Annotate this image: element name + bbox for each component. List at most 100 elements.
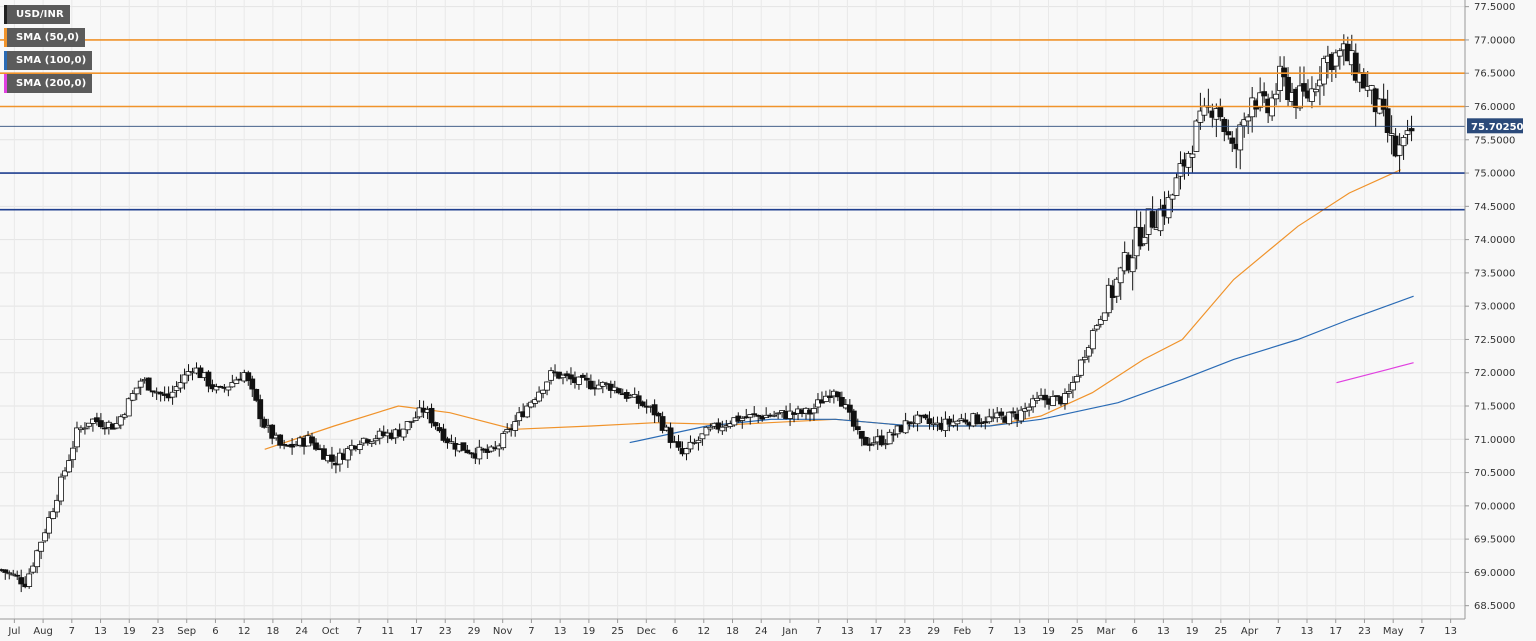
candle-body	[1336, 50, 1343, 57]
candle-body	[82, 427, 88, 430]
candle-body	[1245, 116, 1252, 122]
candle-body	[1217, 106, 1224, 118]
last-price-label: 75.70250	[1471, 122, 1524, 133]
candle-body	[560, 374, 566, 379]
x-tick-label: 6	[1131, 626, 1137, 637]
candle-body	[344, 448, 351, 461]
candle-body	[58, 476, 64, 502]
candle-body	[177, 382, 184, 389]
candle-body	[651, 404, 658, 416]
legend-item-sma100[interactable]: SMA (100,0)	[4, 51, 93, 70]
y-tick-label: 75.0000	[1474, 169, 1515, 180]
last-price-badge	[1467, 118, 1523, 134]
y-tick-label: 74.5000	[1474, 202, 1515, 213]
x-tick-label: 7	[356, 626, 362, 637]
legend-item-symbol[interactable]: USD/INR	[4, 5, 70, 24]
candle-body	[914, 414, 921, 425]
x-tick-label: 12	[697, 626, 710, 637]
candle-body	[1089, 330, 1096, 350]
x-tick-label: 25	[1071, 626, 1084, 637]
candle-body	[1034, 397, 1040, 401]
candle-body	[1400, 137, 1407, 147]
candle-body	[1165, 197, 1172, 219]
x-tick-label: 13	[94, 626, 107, 637]
candle-body	[129, 393, 136, 401]
legend-label: SMA (100,0)	[16, 55, 87, 66]
candle-body	[1189, 153, 1196, 158]
candle-body	[277, 434, 284, 446]
candle-body	[1093, 325, 1100, 330]
candle-body	[54, 499, 60, 513]
candle-body	[30, 565, 37, 573]
candle-body	[954, 420, 961, 425]
candle-body	[580, 374, 586, 378]
candle-body	[309, 436, 315, 444]
candle-body	[747, 414, 754, 418]
candle-body	[1077, 359, 1084, 376]
x-tick-label: 13	[1444, 626, 1457, 637]
candle-body	[683, 448, 690, 455]
candle-body	[46, 517, 52, 534]
x-tick-label: 6	[672, 626, 678, 637]
candle-body	[1010, 411, 1017, 414]
x-tick-label: 18	[267, 626, 280, 637]
candle-body	[70, 447, 76, 461]
candle-body	[440, 428, 447, 441]
candle-body	[213, 386, 220, 391]
x-tick-label: 24	[295, 626, 308, 637]
horizontal-levels	[0, 39, 1465, 211]
candle-body	[1149, 211, 1156, 228]
candle-body	[185, 371, 192, 376]
candle-body	[253, 388, 260, 401]
candle-body	[74, 427, 80, 448]
legend-item-sma200[interactable]: SMA (200,0)	[4, 74, 93, 93]
candle-body	[635, 395, 642, 404]
candle-body	[169, 391, 176, 398]
candle-body	[34, 550, 41, 568]
x-tick-label: May	[1383, 626, 1404, 637]
candle-body	[587, 380, 594, 390]
legend-item-sma50[interactable]: SMA (50,0)	[4, 28, 86, 47]
candle-body	[1018, 409, 1025, 422]
candle-body	[838, 397, 845, 407]
candle-body	[655, 412, 662, 417]
candle-body	[257, 399, 264, 420]
candle-body	[998, 411, 1005, 416]
candle-body	[464, 449, 471, 454]
candle-body	[926, 418, 933, 425]
candle-body	[846, 404, 853, 413]
candle-body	[1404, 130, 1411, 135]
candle-body	[1157, 208, 1164, 232]
y-tick-label: 76.5000	[1474, 69, 1515, 80]
candle-body	[528, 401, 535, 408]
candle-body	[1277, 65, 1283, 91]
candle-body	[576, 376, 582, 385]
candle-body	[404, 421, 411, 431]
candle-body	[101, 427, 108, 430]
candle-body	[313, 442, 319, 450]
x-tick-label: 6	[212, 626, 218, 637]
candle-body	[536, 391, 542, 402]
x-tick-label: 7	[1275, 626, 1281, 637]
candle-body	[1241, 119, 1248, 127]
candle-body	[982, 421, 989, 424]
candle-body	[1097, 318, 1104, 325]
candle-body	[329, 454, 335, 462]
candle-body	[225, 386, 232, 391]
candle-body	[364, 439, 371, 444]
candle-body	[1173, 177, 1180, 196]
candle-body	[1050, 396, 1056, 406]
x-tick-label: 7	[528, 626, 534, 637]
x-tick-label: 19	[1042, 626, 1055, 637]
candle-body	[62, 470, 68, 477]
x-tick-label: 29	[468, 626, 481, 637]
candle-body	[26, 573, 33, 587]
candle-body	[1237, 124, 1244, 151]
candle-body	[1070, 382, 1076, 391]
candle-body	[986, 416, 993, 423]
x-tick-label: 19	[1186, 626, 1199, 637]
candle-body	[1388, 133, 1395, 136]
